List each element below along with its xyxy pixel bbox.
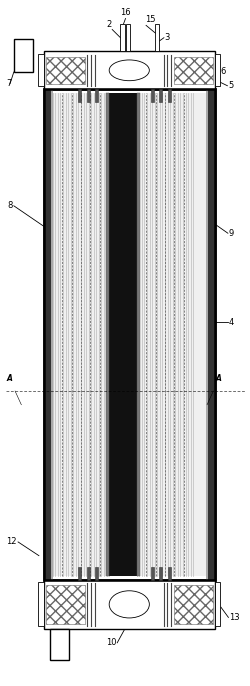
Text: 2: 2 <box>106 20 111 29</box>
Bar <box>44 89 51 580</box>
Bar <box>207 89 214 580</box>
Bar <box>95 89 98 102</box>
Bar <box>52 93 109 576</box>
Bar <box>78 567 80 580</box>
Bar <box>214 54 219 86</box>
Bar <box>46 57 84 84</box>
Bar <box>159 567 162 580</box>
Text: 15: 15 <box>145 15 156 24</box>
Bar <box>106 93 109 576</box>
Text: 5: 5 <box>227 81 232 91</box>
Bar <box>50 629 69 660</box>
Text: 10: 10 <box>106 638 116 648</box>
Text: A: A <box>214 374 220 383</box>
Text: 4: 4 <box>228 318 233 327</box>
Bar <box>168 89 170 102</box>
Bar <box>95 567 98 580</box>
Bar <box>120 24 124 51</box>
Bar <box>46 585 84 624</box>
Text: 7: 7 <box>6 79 12 88</box>
Bar <box>126 24 130 51</box>
Bar <box>136 93 139 576</box>
Text: 11: 11 <box>55 643 66 653</box>
Text: 12: 12 <box>6 537 17 547</box>
Bar <box>136 93 205 576</box>
Bar <box>44 89 214 580</box>
Text: 3: 3 <box>164 33 169 43</box>
Bar <box>78 89 80 102</box>
Bar <box>150 567 153 580</box>
Text: 6: 6 <box>220 67 225 76</box>
Bar <box>150 89 153 102</box>
Text: 8: 8 <box>8 201 13 211</box>
Text: A: A <box>6 374 12 383</box>
Bar <box>51 89 53 580</box>
Text: 13: 13 <box>228 613 238 622</box>
Bar <box>86 567 89 580</box>
Bar <box>159 89 162 102</box>
Ellipse shape <box>109 60 149 81</box>
Bar <box>154 24 158 51</box>
Bar <box>173 57 212 84</box>
Bar <box>38 582 44 626</box>
Bar <box>109 93 136 576</box>
Ellipse shape <box>109 591 149 618</box>
Bar <box>173 585 212 624</box>
Bar <box>214 582 219 626</box>
Text: 9: 9 <box>228 228 233 238</box>
Bar <box>44 580 214 629</box>
Bar <box>205 89 207 580</box>
Text: 1: 1 <box>82 56 87 65</box>
Bar <box>86 89 89 102</box>
Text: 16: 16 <box>120 8 130 17</box>
Bar <box>38 54 44 86</box>
Bar <box>44 51 214 89</box>
Bar <box>44 89 214 580</box>
Text: 14: 14 <box>78 65 88 75</box>
Bar <box>168 567 170 580</box>
Bar <box>14 39 32 72</box>
